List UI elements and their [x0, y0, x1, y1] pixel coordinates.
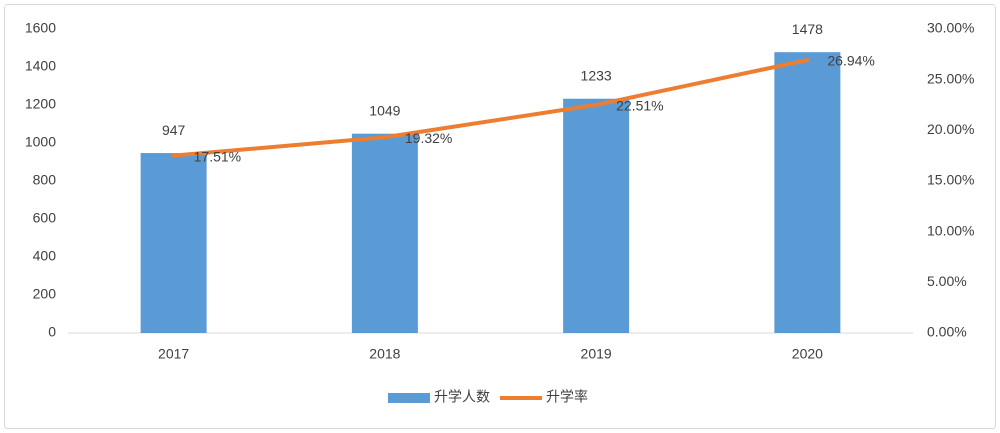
bar-value-label: 1233	[581, 67, 612, 83]
y2-tick-label: 0.00%	[927, 324, 967, 340]
line-value-label: 22.51%	[616, 98, 663, 114]
x-tick-label: 2019	[581, 346, 612, 362]
line-value-label: 19.32%	[405, 130, 452, 146]
y-tick-label: 400	[33, 248, 57, 264]
y2-tick-label: 25.00%	[927, 70, 974, 86]
bar	[140, 153, 207, 333]
line-value-label: 26.94%	[827, 53, 874, 69]
line	[171, 58, 810, 158]
bar-value-label: 1478	[792, 21, 823, 37]
y-tick-label: 0	[48, 324, 56, 340]
bar-value-label: 1049	[369, 102, 400, 118]
y-tick-label: 600	[33, 210, 57, 226]
x-tick-label: 2020	[792, 346, 823, 362]
y2-tick-label: 15.00%	[927, 172, 974, 188]
y-tick-label: 200	[33, 286, 57, 302]
bar	[563, 98, 630, 333]
y-tick-label: 1200	[25, 96, 56, 112]
line-value-label: 17.51%	[194, 148, 241, 164]
legend-swatch	[388, 393, 430, 403]
y-tick-label: 1000	[25, 134, 56, 150]
y2-tick-label: 5.00%	[927, 273, 967, 289]
y2-tick-label: 30.00%	[927, 20, 974, 36]
y-tick-label: 800	[33, 172, 57, 188]
legend-label: 升学人数	[434, 389, 490, 405]
x-tick-label: 2017	[158, 346, 189, 362]
y-tick-label: 1400	[25, 58, 56, 74]
bar	[774, 52, 841, 334]
y2-tick-label: 10.00%	[927, 222, 974, 238]
bar-value-label: 947	[162, 122, 186, 138]
x-tick-label: 2018	[369, 346, 400, 362]
legend-label: 升学率	[546, 389, 588, 405]
y-tick-label: 1600	[25, 20, 56, 36]
bar	[351, 133, 418, 333]
chart-border	[4, 4, 996, 429]
y2-tick-label: 20.00%	[927, 121, 974, 137]
